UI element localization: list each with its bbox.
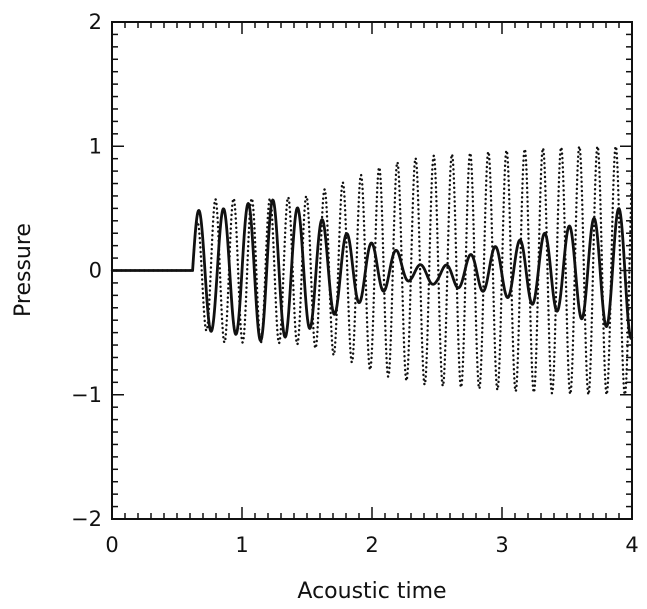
x-tick-label: 2	[365, 533, 378, 557]
y-axis-title: Pressure	[11, 223, 36, 317]
y-tick-label: 0	[89, 259, 102, 283]
x-tick-label: 0	[105, 533, 118, 557]
y-tick-label: 2	[89, 10, 102, 34]
x-tick-label: 1	[235, 533, 248, 557]
y-tick-label: −2	[71, 507, 102, 531]
series-layer	[110, 145, 634, 396]
solid-series-line	[112, 198, 634, 343]
dotted-series-line	[110, 145, 634, 396]
y-tick-label: 1	[89, 134, 102, 158]
x-tick-label: 4	[625, 533, 638, 557]
x-axis-title: Acoustic time	[297, 579, 446, 604]
x-tick-label: 3	[495, 533, 508, 557]
y-tick-label: −1	[71, 383, 102, 407]
tick-labels: 0 1 2 3 4 −2 −1 0 1 2	[71, 10, 639, 557]
